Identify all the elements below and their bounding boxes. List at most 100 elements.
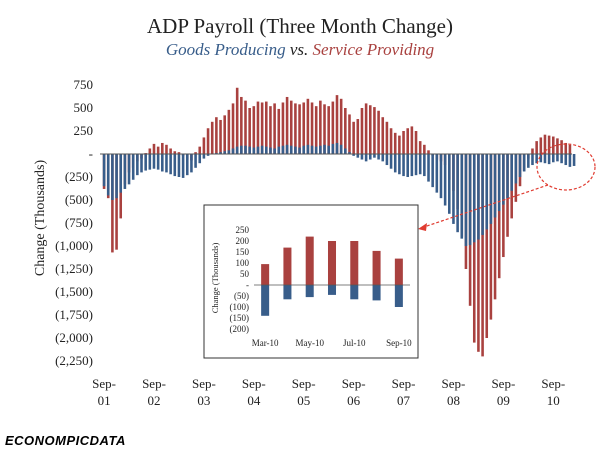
y-tick-label: (750) bbox=[65, 215, 93, 230]
bar-goods-producing bbox=[364, 154, 368, 162]
x-tick-label: Sep-07 bbox=[392, 376, 416, 408]
bar-goods-producing bbox=[481, 154, 484, 235]
bar-service-providing bbox=[194, 152, 197, 154]
bar-service-providing bbox=[285, 96, 289, 154]
x-tick-label: Sep-09 bbox=[491, 376, 515, 408]
bar-service-providing bbox=[564, 142, 568, 154]
bar-service-providing bbox=[356, 119, 360, 154]
y-axis-title: Change (Thousands) bbox=[33, 160, 48, 277]
inset-y-tick-label: 50 bbox=[240, 269, 250, 279]
bar-goods-producing bbox=[198, 154, 202, 164]
bar-goods-producing bbox=[252, 147, 256, 154]
bar-service-providing bbox=[560, 140, 563, 154]
bar-service-providing bbox=[502, 154, 505, 258]
bar-service-providing bbox=[169, 148, 172, 154]
bar-service-providing bbox=[298, 104, 301, 154]
chart-subtitle: Goods Producing vs. Service Providing bbox=[166, 40, 434, 59]
bar-goods-producing bbox=[231, 148, 235, 154]
bar-goods-producing bbox=[306, 144, 310, 154]
bar-goods-producing bbox=[156, 154, 160, 170]
bar-goods-producing bbox=[406, 154, 409, 177]
y-tick-label: (1,000) bbox=[55, 238, 93, 253]
bar-goods-producing bbox=[181, 154, 185, 178]
inset-bar-service-providing bbox=[372, 250, 381, 285]
x-tick-label: Sep-02 bbox=[142, 376, 166, 408]
bar-service-providing bbox=[156, 146, 160, 154]
bar-goods-producing bbox=[373, 154, 376, 158]
bar-service-providing bbox=[161, 142, 164, 154]
bar-service-providing bbox=[331, 101, 335, 154]
bar-goods-producing bbox=[161, 154, 164, 172]
bar-service-providing bbox=[244, 100, 247, 154]
bar-goods-producing bbox=[547, 154, 551, 165]
bar-service-providing bbox=[198, 146, 202, 154]
bar-service-providing bbox=[227, 109, 231, 154]
bar-service-providing bbox=[385, 121, 389, 154]
bar-goods-producing bbox=[527, 154, 530, 168]
bar-service-providing bbox=[248, 108, 251, 154]
inset-y-tick-label: - bbox=[246, 280, 249, 290]
bar-goods-producing bbox=[331, 143, 335, 154]
bar-goods-producing bbox=[265, 146, 268, 154]
bar-goods-producing bbox=[319, 145, 322, 154]
bar-goods-producing bbox=[531, 154, 534, 166]
bar-service-providing bbox=[535, 141, 538, 154]
bar-goods-producing bbox=[327, 145, 330, 154]
bar-goods-producing bbox=[560, 154, 563, 164]
bar-goods-producing bbox=[223, 151, 226, 154]
bar-service-providing bbox=[393, 132, 397, 154]
bar-service-providing bbox=[497, 154, 501, 279]
bar-goods-producing bbox=[402, 154, 405, 177]
inset-x-tick-label: Mar-10 bbox=[252, 338, 279, 348]
bar-goods-producing bbox=[352, 154, 355, 156]
y-tick-label: (250) bbox=[65, 169, 93, 184]
bar-goods-producing bbox=[152, 154, 156, 169]
bar-goods-producing bbox=[165, 154, 168, 173]
bar-goods-producing bbox=[202, 154, 206, 159]
bar-goods-producing bbox=[190, 154, 193, 173]
inset-bar-service-providing bbox=[394, 258, 403, 285]
bar-goods-producing bbox=[360, 154, 364, 160]
bar-goods-producing bbox=[144, 154, 147, 171]
bar-goods-producing bbox=[423, 154, 426, 177]
bar-goods-producing bbox=[136, 154, 139, 176]
subtitle-vs: vs. bbox=[286, 40, 313, 59]
bar-service-providing bbox=[210, 121, 214, 154]
bar-service-providing bbox=[423, 144, 426, 154]
bar-goods-producing bbox=[572, 154, 576, 166]
bar-service-providing bbox=[269, 106, 272, 154]
bar-goods-producing bbox=[177, 154, 181, 177]
bar-service-providing bbox=[327, 106, 330, 154]
bar-service-providing bbox=[177, 152, 181, 154]
inset-bar-goods-producing bbox=[305, 285, 314, 298]
bar-service-providing bbox=[568, 144, 572, 154]
bar-service-providing bbox=[111, 154, 114, 253]
x-tick-label: Sep-10 bbox=[541, 376, 565, 408]
bar-service-providing bbox=[477, 154, 480, 352]
bar-service-providing bbox=[485, 154, 489, 338]
main-bars bbox=[102, 87, 576, 357]
bar-service-providing bbox=[339, 98, 343, 154]
bar-goods-producing bbox=[294, 146, 297, 154]
bar-goods-producing bbox=[106, 154, 110, 196]
bar-goods-producing bbox=[410, 154, 414, 177]
inset-bar-goods-producing bbox=[350, 285, 359, 300]
x-tick-label: Sep-04 bbox=[242, 376, 266, 408]
inset-x-tick-label: May-10 bbox=[295, 338, 324, 348]
inset-bar-goods-producing bbox=[372, 285, 381, 301]
y-tick-label: (1,750) bbox=[55, 307, 93, 322]
inset-x-axis-ticks: Mar-10 May-10 Jul-10 Sep-10 bbox=[252, 338, 412, 348]
inset-bar-service-providing bbox=[305, 236, 314, 285]
bar-service-providing bbox=[547, 135, 551, 154]
bar-goods-producing bbox=[485, 154, 489, 230]
bar-service-providing bbox=[402, 131, 405, 154]
chart-title: ADP Payroll (Three Month Change) bbox=[147, 14, 453, 38]
inset-bar-goods-producing bbox=[261, 285, 270, 316]
bar-service-providing bbox=[368, 105, 372, 154]
x-tick-label: Sep-03 bbox=[192, 376, 216, 408]
bar-service-providing bbox=[215, 117, 218, 154]
bar-service-providing bbox=[373, 107, 376, 154]
bar-goods-producing bbox=[219, 152, 222, 154]
bar-goods-producing bbox=[414, 154, 418, 176]
inset-bars bbox=[261, 236, 403, 316]
